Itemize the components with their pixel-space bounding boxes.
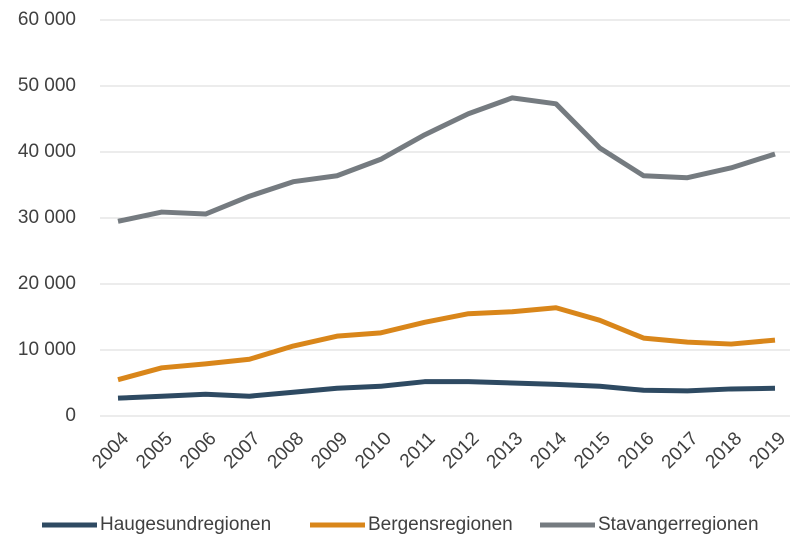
x-tick-label: 2015 [570,428,615,473]
legend-label: Bergensregionen [368,514,513,535]
y-tick-label: 30 000 [18,207,76,228]
x-tick-label: 2017 [658,428,703,473]
x-tick-label: 2004 [88,428,133,473]
x-tick-label: 2005 [132,428,177,473]
x-tick-label: 2006 [176,428,221,473]
x-tick-label: 2013 [483,428,528,473]
x-tick-label: 2008 [264,428,309,473]
x-tick-label: 2007 [220,428,265,473]
series-line [117,305,776,383]
series-line [117,95,776,224]
legend-label: Haugesundregionen [100,514,271,535]
y-tick-label: 50 000 [18,75,76,96]
x-tick-label: 2019 [745,428,790,473]
x-tick-label: 2014 [526,428,571,473]
x-tick-label: 2018 [702,428,747,473]
series-line [117,379,776,401]
x-tick-label: 2012 [439,428,484,473]
y-tick-label: 0 [65,405,76,426]
y-tick-label: 40 000 [18,141,76,162]
x-tick-label: 2009 [307,428,352,473]
x-tick-label: 2016 [614,428,659,473]
x-tick-label: 2011 [396,428,440,472]
y-tick-label: 10 000 [18,339,76,360]
x-tick-label: 2010 [351,428,396,473]
y-tick-label: 60 000 [18,9,76,30]
legend-label: Stavangerregionen [598,514,759,535]
y-tick-label: 20 000 [18,273,76,294]
